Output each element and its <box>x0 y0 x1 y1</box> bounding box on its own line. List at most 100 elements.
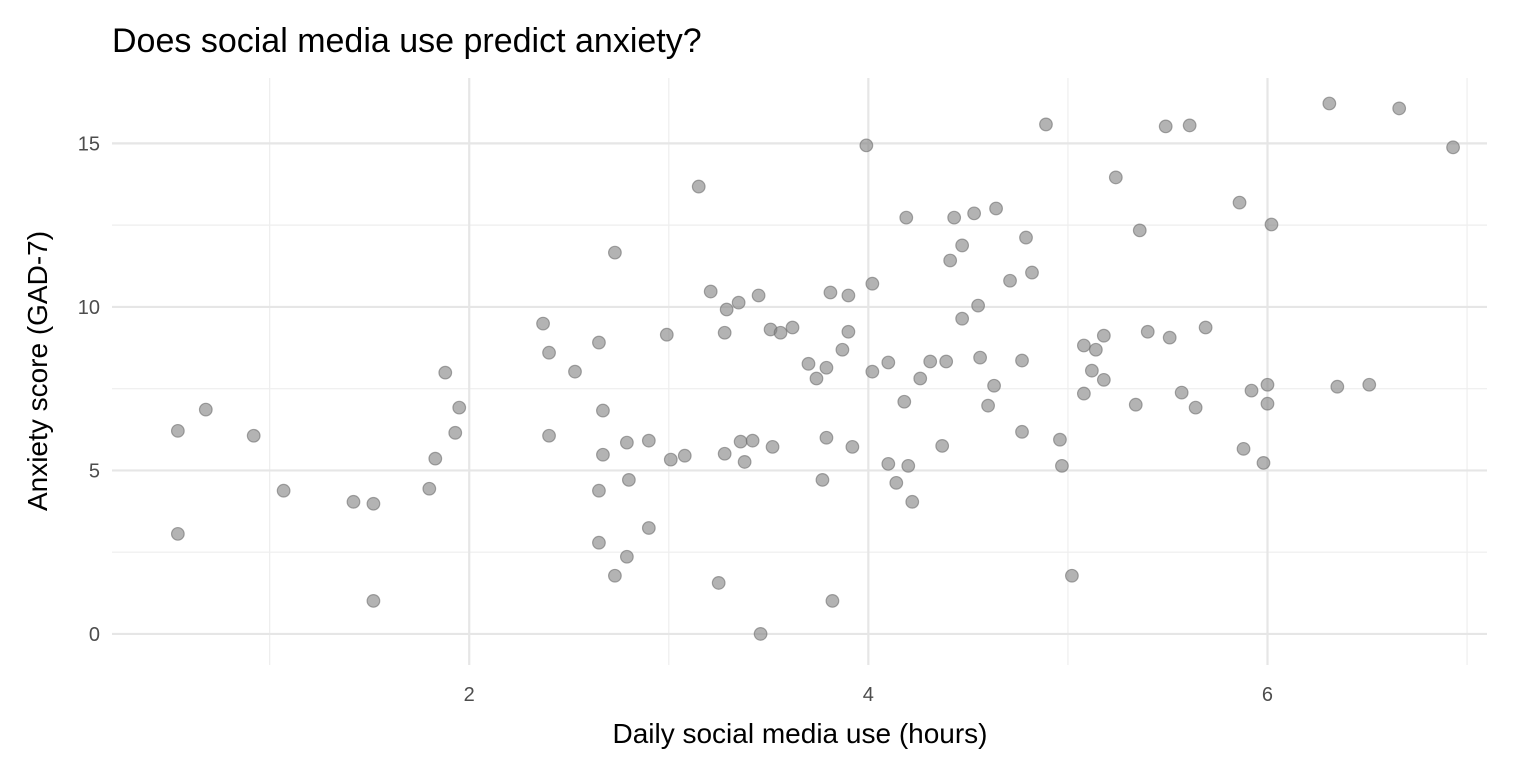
data-point <box>1182 118 1197 133</box>
data-point <box>677 448 692 463</box>
data-point <box>1076 338 1091 353</box>
data-point <box>1330 379 1345 394</box>
x-tick-labels: 2 4 6 <box>464 684 1273 706</box>
data-point <box>1256 456 1271 470</box>
data-point <box>1053 432 1067 447</box>
data-point <box>719 302 734 317</box>
data-point <box>1015 353 1029 368</box>
data-point <box>901 458 916 473</box>
data-point <box>1025 265 1039 280</box>
data-point <box>967 206 982 221</box>
data-point <box>815 473 830 487</box>
data-point <box>346 494 361 509</box>
data-point <box>592 335 606 350</box>
data-point <box>170 526 185 541</box>
data-point <box>198 402 213 417</box>
y-tick-label: 0 <box>89 624 100 646</box>
data-point <box>452 400 467 415</box>
data-point <box>753 627 768 641</box>
data-point <box>1003 273 1017 288</box>
data-point <box>1260 377 1275 392</box>
data-point <box>955 311 970 326</box>
data-point <box>1232 195 1247 210</box>
data-point <box>438 365 453 380</box>
data-point <box>568 364 582 379</box>
data-point <box>170 423 185 438</box>
data-point <box>691 179 706 194</box>
data-point <box>773 325 788 340</box>
data-point <box>428 451 443 466</box>
data-point <box>899 210 914 225</box>
data-point <box>751 288 766 303</box>
data-point <box>1198 320 1213 335</box>
data-point <box>737 455 752 469</box>
data-point <box>731 295 746 310</box>
data-point <box>1015 424 1029 439</box>
data-point <box>1446 140 1460 155</box>
data-point <box>1076 386 1091 401</box>
grid <box>112 78 1487 665</box>
data-point <box>717 325 732 340</box>
data-point <box>947 210 962 225</box>
data-point <box>809 371 824 386</box>
chart-title: Does social media use predict anxiety? <box>112 22 702 60</box>
data-point <box>659 327 674 342</box>
data-point <box>1162 330 1177 345</box>
data-point <box>1065 568 1079 583</box>
data-point <box>596 447 610 462</box>
data-point <box>905 494 920 509</box>
data-point <box>897 394 912 409</box>
data-point <box>955 238 970 253</box>
data-point <box>1188 400 1203 415</box>
data-point <box>703 284 718 299</box>
data-point <box>981 398 995 413</box>
data-point <box>641 521 656 535</box>
data-point <box>711 576 726 590</box>
data-point <box>596 403 610 418</box>
data-point <box>973 350 988 365</box>
data-point <box>881 355 896 370</box>
data-point <box>1158 119 1173 134</box>
data-point <box>276 483 291 498</box>
data-point <box>1244 383 1259 398</box>
y-tick-label: 5 <box>89 460 100 482</box>
x-axis-label: Daily social media use (hours) <box>612 718 987 749</box>
data-point <box>745 433 760 448</box>
data-point <box>542 428 556 443</box>
data-point <box>1019 230 1033 245</box>
data-point <box>1264 217 1279 232</box>
data-point <box>841 324 856 339</box>
x-tick-label: 4 <box>863 684 874 706</box>
data-point <box>1132 223 1147 238</box>
data-point <box>1055 458 1069 473</box>
data-point <box>366 496 381 511</box>
data-point <box>621 473 636 487</box>
data-point <box>1039 117 1053 132</box>
data-point <box>841 288 856 303</box>
data-point <box>865 364 880 379</box>
data-point <box>663 452 678 467</box>
data-point <box>845 439 860 454</box>
data-point <box>765 439 780 454</box>
data-point <box>943 253 958 268</box>
data-point <box>819 430 834 445</box>
data-point <box>1236 441 1251 456</box>
data-point <box>989 201 1003 216</box>
data-point <box>987 378 1001 393</box>
data-point <box>859 138 874 153</box>
data-point <box>619 435 634 450</box>
data-point <box>1088 342 1103 357</box>
data-point <box>923 354 938 369</box>
data-point <box>608 568 622 583</box>
data-point <box>913 371 928 386</box>
data-points <box>170 96 1460 641</box>
data-point <box>935 438 950 453</box>
data-point <box>1084 363 1099 378</box>
data-point <box>592 535 606 550</box>
y-axis-label: Anxiety score (GAD-7) <box>22 231 53 511</box>
data-point <box>592 483 606 498</box>
data-point <box>1128 397 1143 412</box>
data-point <box>619 549 634 564</box>
x-tick-label: 6 <box>1262 684 1273 706</box>
